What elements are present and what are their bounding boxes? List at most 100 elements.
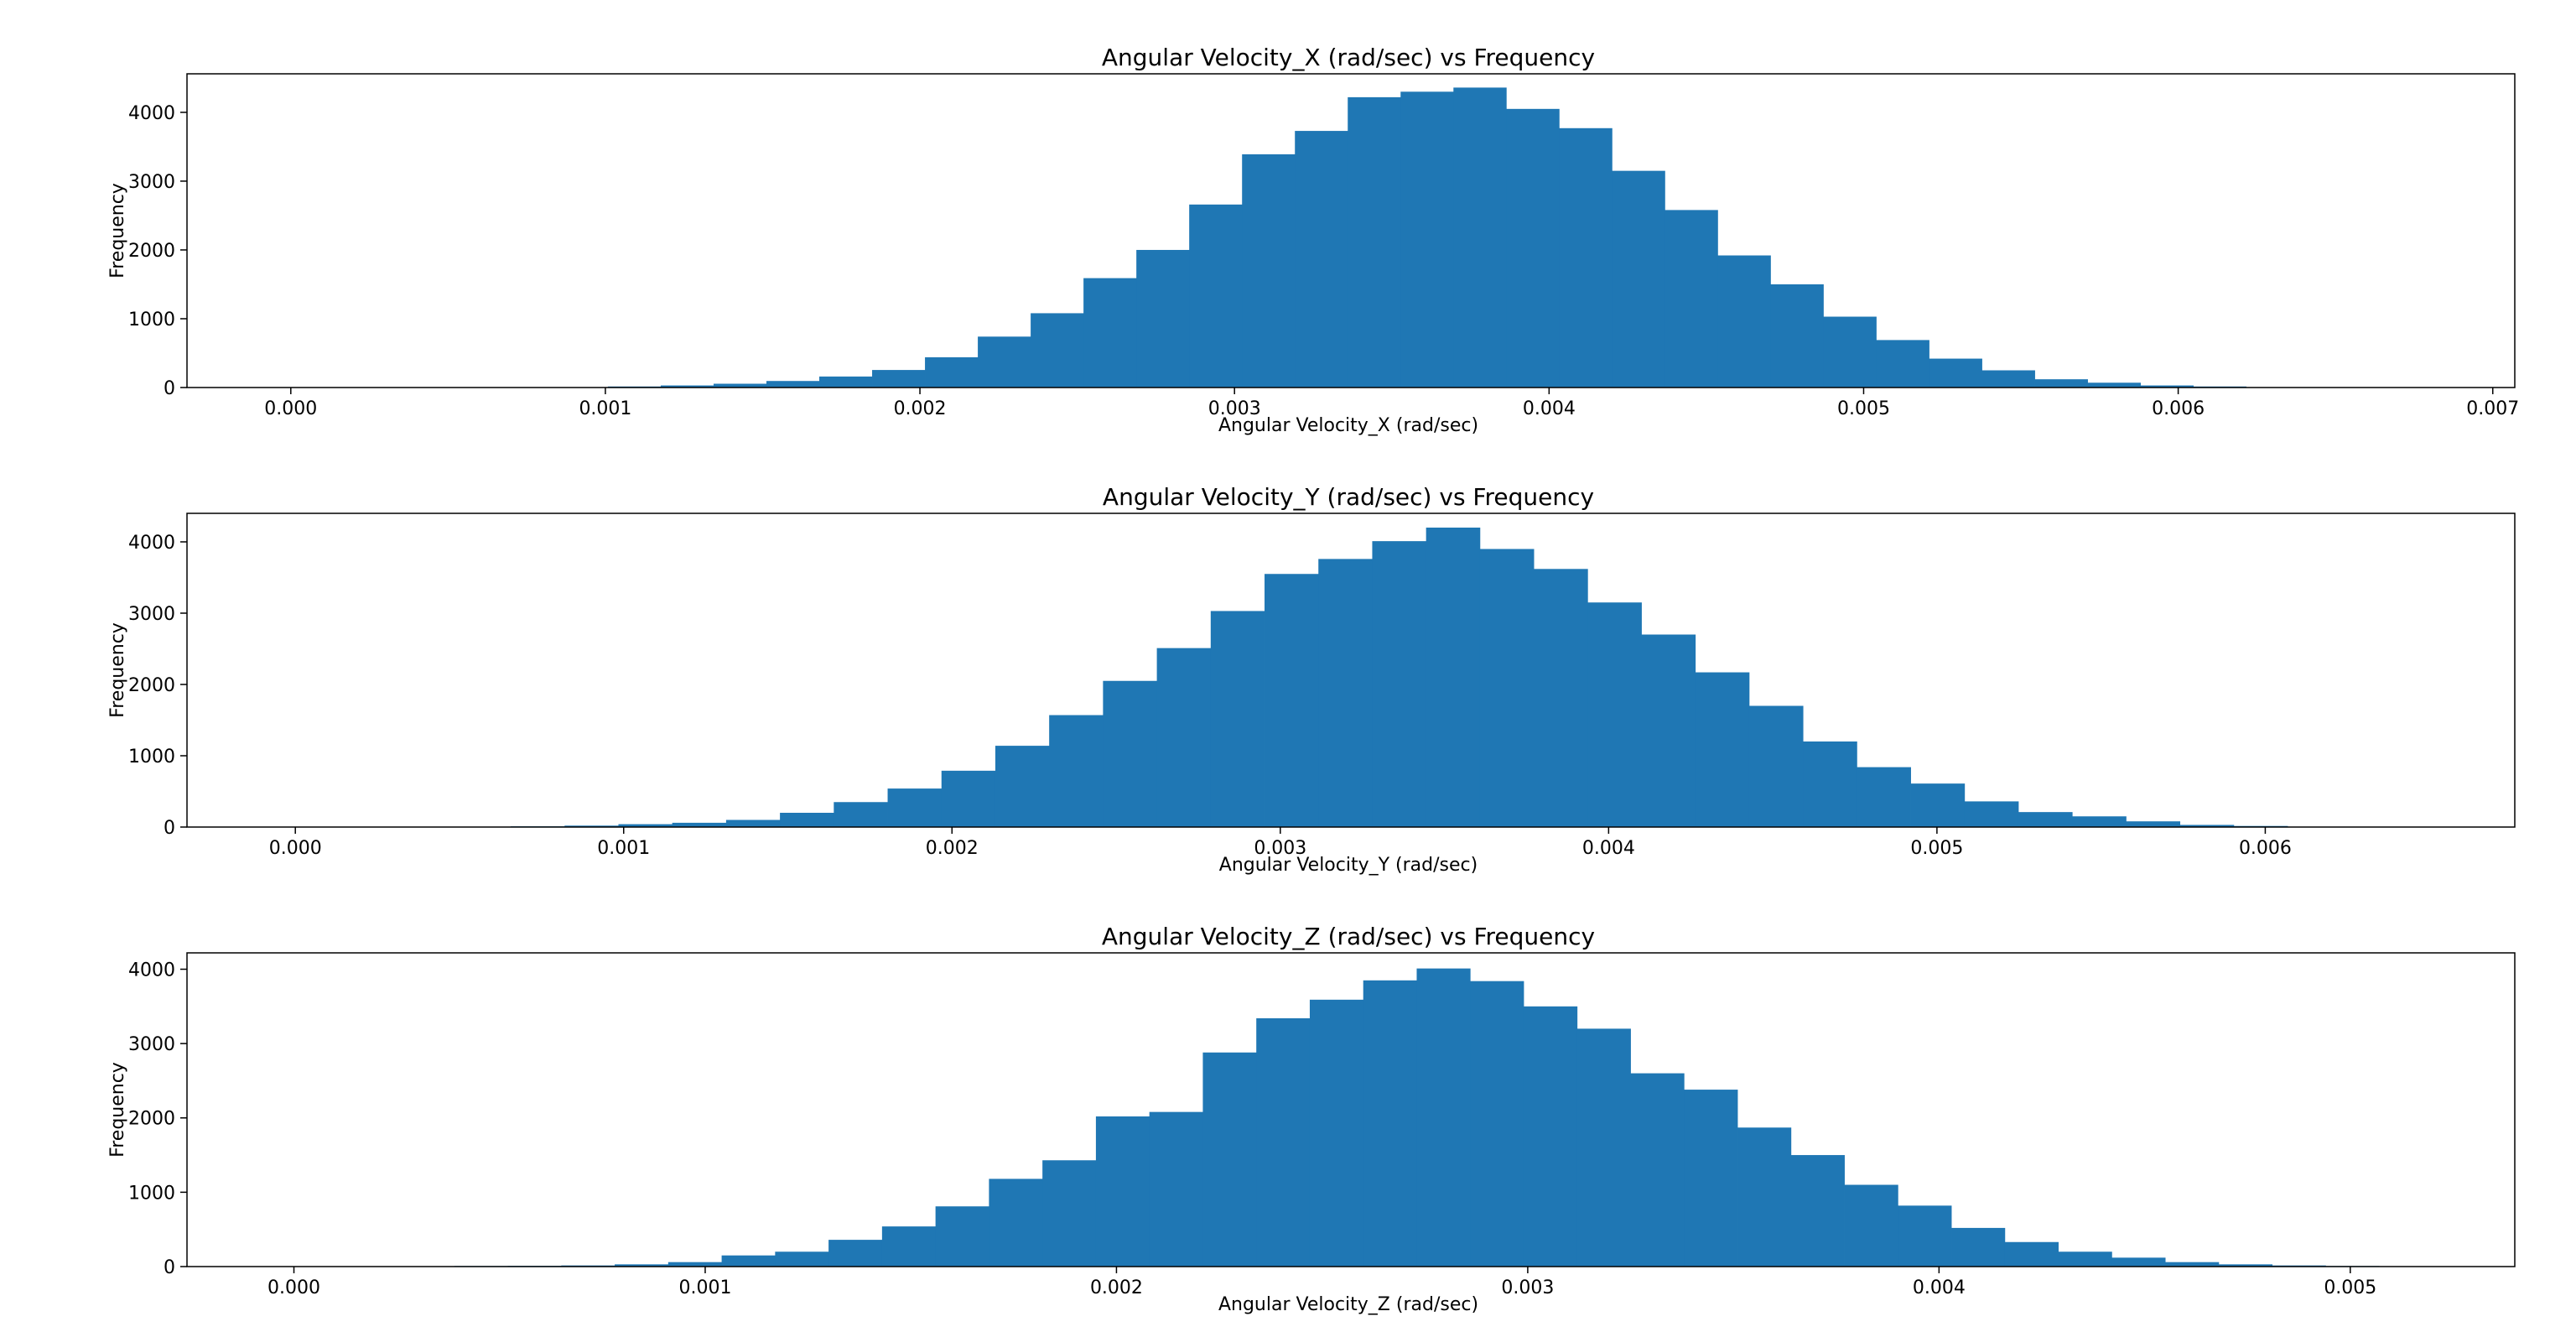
histogram-bar xyxy=(1372,541,1426,827)
histogram-bar xyxy=(872,370,925,388)
y-tick-label: 3000 xyxy=(128,604,175,625)
x-tick-label: 0.002 xyxy=(894,398,947,419)
histogram-bar xyxy=(1211,611,1265,827)
histogram-bar xyxy=(1951,1228,2005,1267)
x-tick-label: 0.005 xyxy=(2324,1277,2376,1298)
histogram-bar xyxy=(1136,250,1189,388)
histogram-bar xyxy=(1559,128,1612,388)
histogram-bar xyxy=(1189,205,1242,388)
histogram-bar xyxy=(722,1256,776,1267)
histogram-bar xyxy=(1506,109,1559,388)
histogram-bar xyxy=(925,357,978,388)
histogram-bar xyxy=(1965,801,2019,827)
y-axis-label: Frequency xyxy=(107,183,128,278)
histogram-bar xyxy=(1103,681,1157,827)
subplot-title: Angular Velocity_Z (rad/sec) vs Frequenc… xyxy=(1102,923,1595,950)
x-tick-label: 0.003 xyxy=(1501,1277,1554,1298)
x-axis-label: Angular Velocity_Z (rad/sec) xyxy=(1218,1294,1478,1315)
y-tick-label: 0 xyxy=(164,1257,175,1278)
histogram-bar xyxy=(2165,1262,2219,1267)
histogram-bar xyxy=(1348,97,1400,388)
x-tick-label: 0.001 xyxy=(597,838,650,859)
x-tick-label: 0.007 xyxy=(2466,398,2519,419)
histogram-bar xyxy=(888,788,943,827)
y-tick-label: 1000 xyxy=(128,310,175,330)
histogram-bar xyxy=(1049,715,1104,827)
histogram-bar xyxy=(1470,981,1524,1267)
y-tick-label: 1000 xyxy=(128,1183,175,1204)
y-tick-label: 2000 xyxy=(128,241,175,262)
y-axis-label: Frequency xyxy=(107,622,128,718)
histogram-bar xyxy=(673,823,727,827)
y-tick-label: 3000 xyxy=(128,1034,175,1055)
y-axis-label: Frequency xyxy=(107,1062,128,1158)
histogram-bar xyxy=(2035,379,2088,388)
histogram-bar xyxy=(1696,673,1750,827)
x-tick-label: 0.001 xyxy=(678,1277,731,1298)
histogram-bar xyxy=(1876,340,1929,388)
y-tick-label: 4000 xyxy=(128,533,175,554)
histogram-bar xyxy=(1426,528,1481,827)
histogram-bar xyxy=(1256,1018,1310,1267)
x-tick-label: 0.000 xyxy=(264,398,317,419)
histogram-bar xyxy=(2005,1242,2059,1267)
histogram-bar xyxy=(1524,1007,1577,1267)
histogram-bar xyxy=(1031,313,1083,388)
histogram-bar xyxy=(766,381,819,388)
y-tick-label: 1000 xyxy=(128,747,175,767)
y-tick-label: 4000 xyxy=(128,960,175,981)
y-tick-label: 2000 xyxy=(128,675,175,696)
x-tick-label: 0.004 xyxy=(1523,398,1576,419)
histogram-bar xyxy=(1363,981,1417,1267)
y-tick-label: 4000 xyxy=(128,103,175,124)
subplot-title: Angular Velocity_X (rad/sec) vs Frequenc… xyxy=(1102,44,1595,71)
x-tick-label: 0.000 xyxy=(269,838,322,859)
histogram-bar xyxy=(1612,171,1665,388)
histogram-bar xyxy=(1096,1116,1150,1267)
histogram-bar xyxy=(2088,382,2141,388)
histogram-bar xyxy=(1823,317,1876,388)
histogram-bar xyxy=(780,813,834,827)
histogram-bar xyxy=(819,377,872,388)
histogram-bar xyxy=(2126,821,2180,827)
y-tick-label: 2000 xyxy=(128,1109,175,1130)
histogram-bar xyxy=(882,1226,936,1267)
histogram-bar xyxy=(2072,816,2127,827)
histogram-bar xyxy=(1587,602,1642,827)
y-tick-label: 0 xyxy=(164,378,175,399)
histogram-bar xyxy=(1737,1127,1791,1267)
histogram-bar xyxy=(1982,370,2035,388)
x-tick-label: 0.001 xyxy=(579,398,631,419)
histogram-bar xyxy=(1453,87,1506,388)
subplot-title: Angular Velocity_Y (rad/sec) vs Frequenc… xyxy=(1103,483,1594,511)
x-tick-label: 0.002 xyxy=(1090,1277,1143,1298)
histogram-bar xyxy=(1845,1185,1898,1267)
histogram-bar xyxy=(1534,569,1588,827)
histogram-bar xyxy=(668,1262,722,1267)
histogram-bar xyxy=(1083,278,1136,388)
histogram-bar xyxy=(1749,706,1804,828)
histogram-bar xyxy=(1577,1028,1631,1267)
x-tick-label: 0.002 xyxy=(926,838,979,859)
histogram-bar xyxy=(1642,635,1696,828)
histogram-bar xyxy=(1157,648,1212,827)
histogram-bar xyxy=(1318,559,1373,827)
x-axis-label: Angular Velocity_Y (rad/sec) xyxy=(1219,855,1478,876)
histogram-bar xyxy=(1791,1155,1845,1267)
histogram-bar xyxy=(1400,91,1453,388)
histogram-bar xyxy=(2111,1257,2165,1267)
histogram-bar xyxy=(942,771,996,827)
histogram-bar xyxy=(995,746,1050,827)
histogram-bar xyxy=(1665,210,1717,388)
histogram-bar xyxy=(1857,767,1911,827)
histogram-bar xyxy=(1717,256,1770,388)
histogram-bar xyxy=(1684,1090,1737,1267)
histogram-bar xyxy=(775,1251,828,1267)
x-tick-label: 0.005 xyxy=(1910,838,1963,859)
x-tick-label: 0.006 xyxy=(2239,838,2292,859)
x-tick-label: 0.000 xyxy=(267,1277,320,1298)
x-tick-label: 0.004 xyxy=(1582,838,1635,859)
histogram-bar xyxy=(1803,741,1857,827)
histogram-bar xyxy=(1770,284,1823,388)
